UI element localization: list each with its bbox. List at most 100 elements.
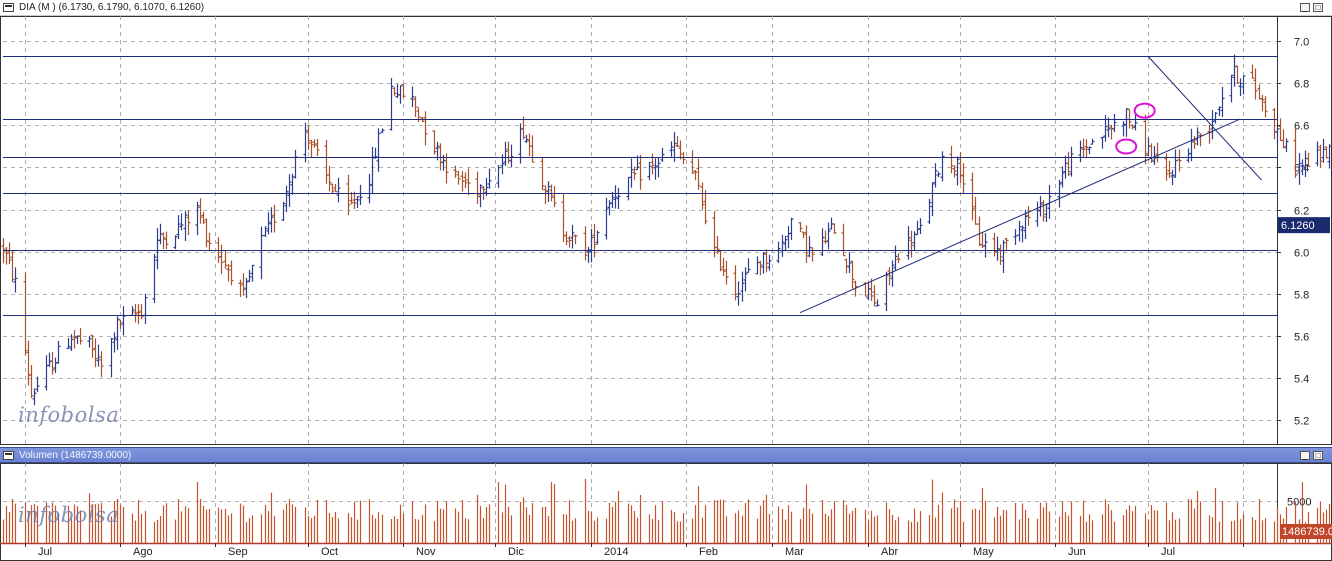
ohlc-bar bbox=[758, 260, 763, 276]
ohlc-bar bbox=[973, 196, 978, 225]
ohlc-bar bbox=[1078, 140, 1083, 163]
ohlc-bar bbox=[475, 171, 480, 204]
ohlc-bar bbox=[724, 260, 729, 285]
ohlc-bar bbox=[632, 166, 637, 180]
ohlc-bar bbox=[198, 198, 203, 224]
ohlc-bar bbox=[930, 182, 935, 217]
ohlc-bar bbox=[629, 158, 634, 188]
volume-panel-titlebar[interactable]: Volumen (1486739.0000) _ □ bbox=[0, 447, 1332, 463]
volume-chart[interactable]: 5000 1486739.0 Jul Ago Sep Oct Nov Dic 2014 Feb Ma… bbox=[0, 463, 1332, 561]
ohlc-bar bbox=[241, 273, 246, 296]
ohlc-bar bbox=[595, 230, 600, 245]
ohlc-bar bbox=[906, 226, 911, 260]
infobolsa-logo: infobolsa bbox=[18, 503, 120, 527]
ohlc-bar bbox=[863, 282, 868, 297]
month-label: 2014 bbox=[604, 546, 628, 558]
ohlc-bar bbox=[327, 165, 332, 192]
price-panel-titlebar[interactable]: DIA (M ) (6.1730, 6.1790, 6.1070, 6.1260… bbox=[0, 0, 1332, 16]
ohlc-bar bbox=[733, 265, 738, 301]
ohlc-bar bbox=[755, 256, 760, 275]
ohlc-bar bbox=[586, 247, 591, 263]
ohlc-bar bbox=[1186, 148, 1191, 163]
ohlc-bar bbox=[801, 231, 806, 239]
ohlc-bar bbox=[678, 140, 683, 160]
ohlc-bar bbox=[896, 253, 901, 264]
ohlc-bar bbox=[693, 170, 698, 181]
ohlc-bar bbox=[647, 161, 652, 181]
highlight-ellipse[interactable] bbox=[1133, 102, 1156, 119]
ohlc-bar bbox=[1324, 146, 1329, 159]
ohlc-bar bbox=[610, 191, 615, 209]
window-menu-icon[interactable] bbox=[3, 451, 14, 460]
ohlc-bar bbox=[1100, 136, 1105, 149]
ohlc-bar bbox=[764, 249, 769, 273]
ohlc-bar bbox=[650, 153, 655, 175]
ohlc-bar bbox=[1143, 114, 1148, 165]
highlight-ellipse[interactable] bbox=[1115, 138, 1138, 155]
ohlc-bar bbox=[90, 334, 95, 358]
trendline[interactable] bbox=[1147, 55, 1262, 181]
ohlc-bar bbox=[1238, 78, 1243, 96]
ohlc-bar bbox=[376, 128, 381, 172]
minimize-icon[interactable]: _ bbox=[1300, 451, 1310, 460]
ohlc-bar bbox=[1272, 108, 1277, 140]
ohlc-bar bbox=[370, 147, 375, 195]
ohlc-bar bbox=[1044, 203, 1049, 222]
ohlc-bar bbox=[1321, 138, 1326, 163]
last-price-label: 6.1260 bbox=[1281, 220, 1315, 232]
minimize-icon[interactable]: _ bbox=[1300, 3, 1310, 12]
last-volume-tag bbox=[1280, 524, 1332, 539]
ohlc-bar bbox=[1318, 144, 1323, 169]
ohlc-bar bbox=[47, 352, 52, 367]
ohlc-bar bbox=[850, 260, 855, 289]
ohlc-bar bbox=[527, 133, 532, 157]
ohlc-bar bbox=[1210, 109, 1215, 140]
price-tick-label: 7.0 bbox=[1294, 37, 1309, 49]
ohlc-bar bbox=[23, 272, 28, 356]
ohlc-bar bbox=[1281, 129, 1286, 149]
ohlc-bar bbox=[229, 260, 234, 286]
ohlc-bar bbox=[524, 134, 529, 143]
maximize-icon[interactable]: □ bbox=[1313, 3, 1323, 12]
window-menu-icon[interactable] bbox=[3, 3, 14, 12]
ohlc-bar bbox=[444, 153, 449, 184]
ohlc-bar bbox=[112, 332, 117, 353]
ohlc-bar bbox=[1090, 138, 1095, 145]
ohlc-bar bbox=[1020, 225, 1025, 243]
ohlc-bar bbox=[136, 304, 141, 325]
ohlc-bar bbox=[690, 150, 695, 174]
ohlc-bar bbox=[940, 151, 945, 182]
ohlc-bar bbox=[121, 306, 126, 336]
ohlc-bar bbox=[401, 83, 406, 98]
ohlc-bar bbox=[463, 172, 468, 189]
ohlc-bar bbox=[743, 267, 748, 292]
ohlc-bar bbox=[179, 213, 184, 231]
ohlc-bar bbox=[50, 352, 55, 375]
trendline[interactable] bbox=[799, 118, 1241, 314]
ohlc-bar bbox=[35, 376, 40, 393]
ohlc-bar bbox=[589, 228, 594, 263]
ohlc-bar bbox=[669, 141, 674, 157]
ohlc-bar bbox=[281, 201, 286, 221]
price-chart[interactable]: 5.2 5.4 5.6 5.8 6.0 6.2 6.4 6.6 6.8 7.0 6.1260 bbox=[0, 0, 1332, 447]
volume-panel-title: Volumen (1486739.0000) bbox=[19, 450, 132, 461]
ohlc-bar bbox=[656, 157, 661, 178]
ohlc-bar bbox=[804, 225, 809, 263]
ohlc-bar bbox=[518, 123, 523, 164]
infobolsa-logo: infobolsa bbox=[18, 403, 120, 427]
maximize-icon[interactable]: □ bbox=[1313, 451, 1323, 460]
ohlc-bar bbox=[543, 185, 548, 204]
ohlc-bar bbox=[1198, 133, 1203, 147]
ohlc-bar bbox=[583, 226, 588, 261]
ohlc-bar bbox=[961, 163, 966, 194]
ohlc-bar bbox=[201, 211, 206, 224]
ohlc-bar bbox=[660, 147, 665, 162]
price-tick-label: 5.6 bbox=[1294, 332, 1309, 344]
ohlc-bar bbox=[53, 357, 58, 374]
ohlc-bar bbox=[675, 136, 680, 148]
ohlc-bar bbox=[1133, 113, 1138, 131]
ohlc-bar bbox=[869, 278, 874, 301]
ohlc-bar bbox=[1170, 169, 1175, 186]
ohlc-bar bbox=[333, 183, 338, 193]
month-label: May bbox=[973, 546, 994, 558]
